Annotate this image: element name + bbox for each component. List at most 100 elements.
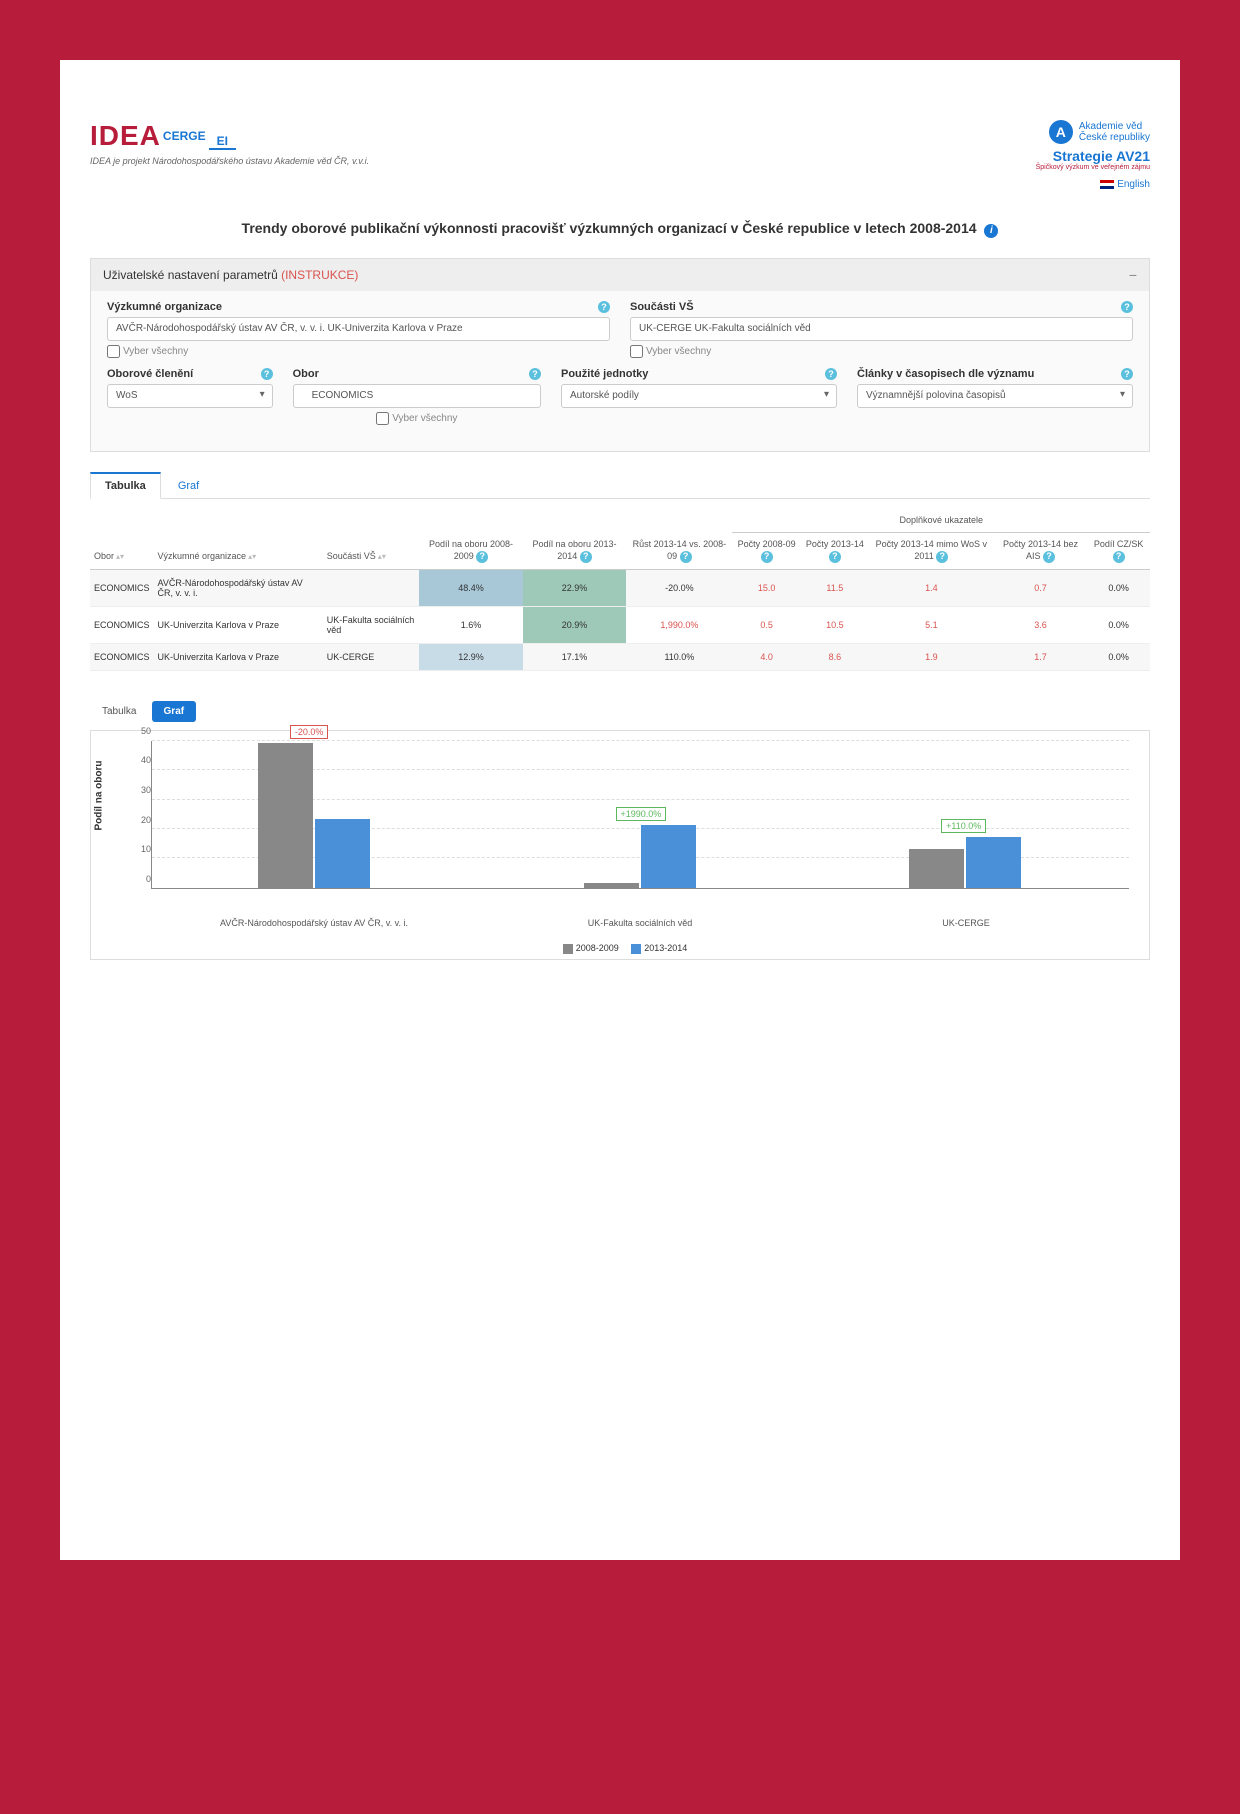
help-icon[interactable]: ? [761, 551, 773, 563]
bar-2013[interactable] [315, 819, 370, 888]
y-tick: 50 [141, 726, 151, 736]
cleneni-select[interactable]: WoS [107, 384, 273, 408]
bar-group [584, 825, 696, 888]
logo-idea: IDEA [90, 120, 161, 151]
checkbox-icon[interactable] [107, 345, 120, 358]
cell-c4: 1.7 [994, 643, 1087, 670]
panel-heading: Uživatelské nastavení parametrů [103, 268, 278, 282]
cell-c3: 1.9 [869, 643, 994, 670]
cell-p1: 12.9% [419, 643, 523, 670]
org-selectall[interactable]: Vyber všechny [107, 345, 610, 358]
bar-group [258, 743, 370, 888]
strategie: Strategie AV21 [1036, 148, 1150, 164]
help-icon[interactable]: ? [680, 551, 692, 563]
cell-rust: -20.0% [626, 569, 732, 606]
org-input[interactable]: AVČR-Národohospodářský ústav AV ČR, v. v… [107, 317, 610, 341]
cell-c3: 1.4 [869, 569, 994, 606]
cell-rust: 1,990.0% [626, 606, 732, 643]
th-pocty3[interactable]: Počty 2013-14 mimo WoS v 2011 ? [869, 533, 994, 570]
panel-body: Výzkumné organizace? AVČR-Národohospodář… [91, 291, 1149, 451]
cell-org: UK-Univerzita Karlova v Praze [154, 643, 323, 670]
cleneni-label: Oborové členění [107, 368, 193, 380]
obor-selectall[interactable]: Vyber všechny [293, 412, 541, 425]
th-pocty1[interactable]: Počty 2008-09 ? [732, 533, 800, 570]
vs-label: Součásti VŠ [630, 301, 694, 313]
th-podil1[interactable]: Podíl na oboru 2008-2009 ? [419, 509, 523, 570]
cell-obor: ECONOMICS [90, 569, 154, 606]
help-icon[interactable]: ? [580, 551, 592, 563]
th-vs[interactable]: Součásti VŠ▴▾ [323, 509, 420, 570]
grid-line [152, 740, 1129, 741]
cell-c3: 5.1 [869, 606, 994, 643]
table-row: ECONOMICSUK-Univerzita Karlova v PrazeUK… [90, 606, 1150, 643]
cell-p1: 1.6% [419, 606, 523, 643]
help-icon[interactable]: ? [598, 301, 610, 313]
cell-c4: 3.6 [994, 606, 1087, 643]
cell-rust: 110.0% [626, 643, 732, 670]
th-pocty2[interactable]: Počty 2013-14 ? [801, 533, 869, 570]
jednotky-select[interactable]: Autorské podíly [561, 384, 837, 408]
cell-p1: 48.4% [419, 569, 523, 606]
clanky-select[interactable]: Významnější polovina časopisů [857, 384, 1133, 408]
collapse-icon[interactable]: − [1129, 267, 1137, 283]
checkbox-icon[interactable] [376, 412, 389, 425]
tab-tabulka[interactable]: Tabulka [90, 472, 161, 499]
th-rust[interactable]: Růst 2013-14 vs. 2008-09 ? [626, 509, 732, 570]
cell-c2: 10.5 [801, 606, 869, 643]
info-icon[interactable]: i [984, 224, 998, 238]
tab2-graf[interactable]: Graf [152, 701, 197, 722]
help-icon[interactable]: ? [829, 551, 841, 563]
x-labels: AVČR-Národohospodářský ústav AV ČR, v. v… [151, 918, 1129, 929]
page-title: Trendy oborové publikační výkonnosti pra… [90, 220, 1150, 238]
bar-2008[interactable] [584, 883, 639, 888]
tab2-tabulka[interactable]: Tabulka [90, 701, 148, 722]
help-icon[interactable]: ? [476, 551, 488, 563]
table-row: ECONOMICSAVČR-Národohospodářský ústav AV… [90, 569, 1150, 606]
bar-2013[interactable] [641, 825, 696, 888]
help-icon[interactable]: ? [825, 368, 837, 380]
growth-label: -20.0% [290, 725, 329, 739]
cell-p2: 17.1% [523, 643, 627, 670]
vs-input[interactable]: UK-CERGE UK-Fakulta sociálních věd [630, 317, 1133, 341]
tab-graf[interactable]: Graf [164, 474, 213, 498]
cell-p2: 20.9% [523, 606, 627, 643]
obor-input[interactable]: ECONOMICS [293, 384, 541, 408]
x-label: UK-CERGE [803, 918, 1129, 929]
th-podil2[interactable]: Podíl na oboru 2013-2014 ? [523, 509, 627, 570]
view-tabs: Tabulka Graf [90, 472, 1150, 499]
selectall-label: Vyber všechny [392, 413, 457, 424]
help-icon[interactable]: ? [1121, 301, 1133, 313]
help-icon[interactable]: ? [936, 551, 948, 563]
help-icon[interactable]: ? [1043, 551, 1055, 563]
bar-2008[interactable] [258, 743, 313, 888]
selectall-label: Vyber všechny [646, 346, 711, 357]
th-podilcz[interactable]: Podíl CZ/SK ? [1087, 533, 1150, 570]
cell-obor: ECONOMICS [90, 606, 154, 643]
vs-selectall[interactable]: Vyber všechny [630, 345, 1133, 358]
y-axis-label: Podíl na oboru [94, 760, 105, 830]
growth-label: +1990.0% [616, 807, 667, 821]
th-pocty4[interactable]: Počty 2013-14 bez AIS ? [994, 533, 1087, 570]
cell-c1: 15.0 [732, 569, 800, 606]
th-obor[interactable]: Obor▴▾ [90, 509, 154, 570]
cell-vs: UK-CERGE [323, 643, 420, 670]
title-text: Trendy oborové publikační výkonnosti pra… [242, 220, 977, 236]
bar-2008[interactable] [909, 849, 964, 888]
selectall-label: Vyber všechny [123, 346, 188, 357]
av-text: Akademie věd České republiky [1079, 121, 1150, 143]
help-icon[interactable]: ? [1121, 368, 1133, 380]
help-icon[interactable]: ? [261, 368, 273, 380]
help-icon[interactable]: ? [529, 368, 541, 380]
instrukce-link[interactable]: (INSTRUKCE) [281, 268, 358, 282]
logo-cerge: CERGE [163, 129, 206, 143]
lang-label: English [1117, 179, 1150, 190]
bar-2013[interactable] [966, 837, 1021, 888]
language-switch[interactable]: English [1036, 179, 1150, 190]
chart-legend: 2008-2009 2013-2014 [91, 943, 1149, 954]
help-icon[interactable]: ? [1113, 551, 1125, 563]
checkbox-icon[interactable] [630, 345, 643, 358]
cell-obor: ECONOMICS [90, 643, 154, 670]
obor-label: Obor [293, 368, 319, 380]
av-line1: Akademie věd [1079, 121, 1142, 132]
th-org[interactable]: Výzkumné organizace▴▾ [154, 509, 323, 570]
